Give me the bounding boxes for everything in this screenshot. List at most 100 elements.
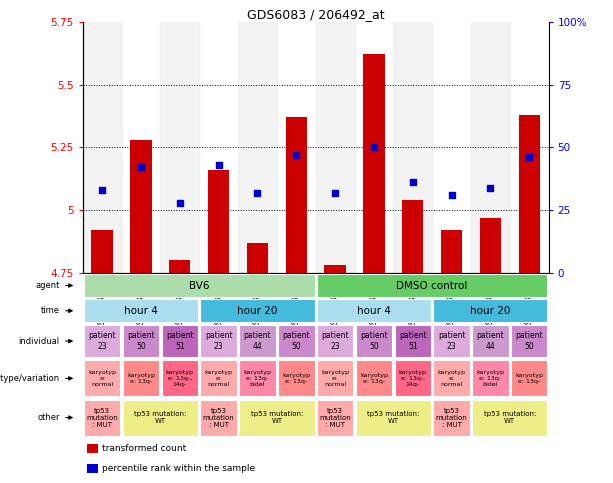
Bar [83, 22, 121, 273]
Bar [317, 299, 431, 323]
Text: karyotyp
e:
normal: karyotyp e: normal [321, 370, 349, 387]
Text: tp53 mutation:
WT: tp53 mutation: WT [134, 411, 186, 424]
Text: karyotyp
e: 13q-: karyotyp e: 13q- [127, 373, 155, 384]
Bar [356, 360, 392, 397]
Text: patient
23: patient 23 [88, 331, 116, 351]
Bar [161, 22, 199, 273]
Text: karyotyp
e: 13q-
bidel: karyotyp e: 13q- bidel [476, 370, 504, 387]
Bar [200, 325, 237, 357]
Text: tp53
mutation
: MUT: tp53 mutation : MUT [319, 408, 351, 427]
Bar [239, 399, 314, 436]
Bar [123, 360, 159, 397]
Text: percentile rank within the sample: percentile rank within the sample [102, 464, 256, 473]
Bar [208, 170, 229, 273]
Bar [441, 230, 462, 273]
Text: time: time [40, 306, 59, 315]
Bar [200, 399, 237, 436]
Bar [433, 299, 547, 323]
Text: patient
23: patient 23 [205, 331, 232, 351]
Text: tp53 mutation:
WT: tp53 mutation: WT [484, 411, 536, 424]
Text: patient
44: patient 44 [243, 331, 272, 351]
Bar [239, 325, 276, 357]
Bar [84, 299, 198, 323]
Bar [324, 265, 346, 273]
Bar [364, 55, 384, 273]
Bar [200, 360, 237, 397]
Text: hour 4: hour 4 [357, 306, 391, 316]
Bar [84, 399, 120, 436]
Bar [317, 399, 353, 436]
Text: karyotyp
e: 13q-
bidel: karyotyp e: 13q- bidel [243, 370, 272, 387]
Bar [84, 325, 120, 357]
Bar [317, 360, 353, 397]
Bar [433, 360, 470, 397]
Bar [394, 22, 432, 273]
Text: tp53
mutation
: MUT: tp53 mutation : MUT [203, 408, 235, 427]
Bar [433, 399, 470, 436]
Bar [88, 444, 97, 453]
Text: patient
51: patient 51 [166, 331, 194, 351]
Text: hour 20: hour 20 [470, 306, 511, 316]
Text: patient
51: patient 51 [399, 331, 427, 351]
Title: GDS6083 / 206492_at: GDS6083 / 206492_at [247, 8, 384, 21]
Bar [200, 299, 314, 323]
Bar [278, 360, 314, 397]
Text: patient
44: patient 44 [476, 331, 504, 351]
Text: karyotyp
e: 13q-: karyotyp e: 13q- [515, 373, 543, 384]
Point [485, 184, 495, 191]
Bar [511, 325, 547, 357]
Text: karyotyp
e:
normal: karyotyp e: normal [438, 370, 466, 387]
Bar [519, 114, 540, 273]
Bar [316, 22, 354, 273]
Bar [131, 140, 151, 273]
Bar [286, 117, 307, 273]
Bar [472, 399, 547, 436]
Bar [402, 200, 424, 273]
Point [330, 189, 340, 197]
Text: karyotyp
e: 13q-: karyotyp e: 13q- [282, 373, 310, 384]
Text: patient
50: patient 50 [360, 331, 388, 351]
Point [175, 199, 185, 206]
Text: hour 20: hour 20 [237, 306, 278, 316]
Bar [433, 325, 470, 357]
Point [253, 189, 262, 197]
Text: tp53
mutation
: MUT: tp53 mutation : MUT [436, 408, 468, 427]
Text: tp53 mutation:
WT: tp53 mutation: WT [251, 411, 303, 424]
Bar [91, 230, 113, 273]
Text: other: other [37, 413, 59, 422]
Text: karyotyp
e: 13q-,
14q-: karyotyp e: 13q-, 14q- [398, 370, 427, 387]
Bar [88, 464, 97, 473]
Point [369, 143, 379, 151]
Bar [238, 22, 277, 273]
Text: BV6: BV6 [189, 281, 210, 291]
Text: hour 4: hour 4 [124, 306, 158, 316]
Bar [84, 274, 314, 297]
Bar [162, 325, 198, 357]
Bar [278, 325, 314, 357]
Bar [472, 325, 509, 357]
Bar [123, 325, 159, 357]
Text: individual: individual [18, 337, 59, 346]
Bar [471, 22, 510, 273]
Bar [317, 325, 353, 357]
Text: tp53
mutation
: MUT: tp53 mutation : MUT [86, 408, 118, 427]
Point [136, 164, 146, 171]
Text: transformed count: transformed count [102, 444, 186, 453]
Point [447, 191, 457, 199]
Bar [395, 325, 431, 357]
Bar [247, 243, 268, 273]
Bar [84, 360, 120, 397]
Text: genotype/variation: genotype/variation [0, 374, 59, 383]
Text: patient
50: patient 50 [283, 331, 310, 351]
Text: karyotyp
e: 13q-,
14q-: karyotyp e: 13q-, 14q- [166, 370, 194, 387]
Text: patient
50: patient 50 [127, 331, 155, 351]
Text: karyotyp
e:
normal: karyotyp e: normal [205, 370, 233, 387]
Bar [356, 399, 431, 436]
Bar [317, 274, 547, 297]
Text: karyotyp
e: 13q-: karyotyp e: 13q- [360, 373, 388, 384]
Text: patient
50: patient 50 [516, 331, 543, 351]
Bar [169, 260, 191, 273]
Text: karyotyp
e:
normal: karyotyp e: normal [88, 370, 116, 387]
Bar [239, 360, 276, 397]
Point [97, 186, 107, 194]
